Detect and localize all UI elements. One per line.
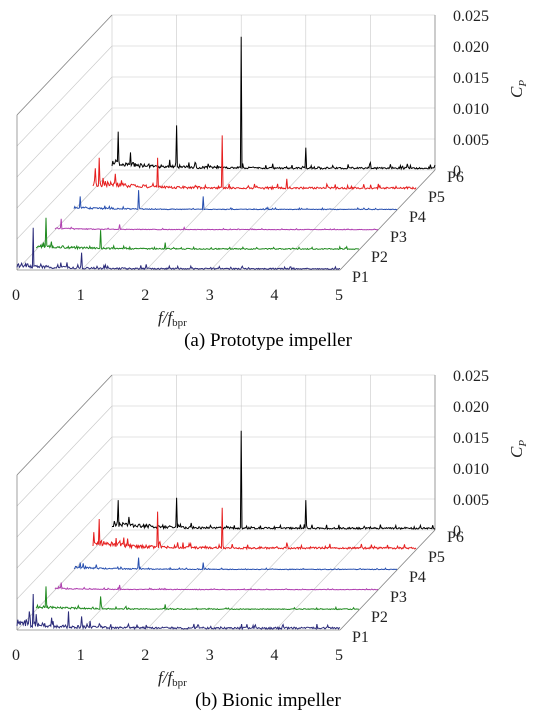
row-label-P5: P5 — [428, 189, 445, 206]
row-label-P4: P4 — [409, 569, 426, 586]
x-tick-label: 3 — [206, 647, 214, 664]
floor-gridline — [145, 529, 242, 631]
side-gridline — [16, 405, 113, 507]
side-gridline — [16, 138, 113, 240]
z-tick-label: 0.015 — [453, 70, 489, 87]
row-label-P6: P6 — [447, 529, 464, 546]
waterfall-chart-bionic: P6P5P4P3P2P100.0050.0100.0150.0200.025CP… — [12, 368, 529, 689]
x-tick-label: 0 — [12, 287, 20, 304]
floor-gridline — [81, 169, 177, 271]
x-tick-label: 1 — [77, 287, 85, 304]
x-tick-label: 2 — [141, 647, 149, 664]
x-tick-label: 1 — [77, 647, 85, 664]
axis-edge — [339, 529, 436, 631]
x-tick-label: 4 — [270, 647, 278, 664]
x-tick-label: 3 — [206, 287, 214, 304]
series-line-P6 — [112, 430, 436, 531]
series-line-P5 — [92, 507, 417, 551]
floor-gridline — [275, 529, 371, 631]
z-tick-label: 0 — [453, 523, 461, 540]
z-tick-label: 0.010 — [453, 101, 489, 118]
z-tick-label: 0.020 — [453, 399, 489, 416]
x-axis-label: f/fbpr — [158, 668, 187, 689]
z-tick-label: 0.020 — [453, 39, 489, 56]
row-label-P1: P1 — [352, 629, 369, 646]
caption-prototype: (a) Prototype impeller — [184, 330, 352, 351]
series-line-P1 — [16, 593, 341, 631]
floor-gridline — [16, 169, 113, 271]
axis-edge — [16, 14, 113, 116]
z-tick-label: 0.010 — [453, 461, 489, 478]
row-label-P3: P3 — [390, 229, 407, 246]
side-gridline — [16, 76, 113, 178]
z-axis-label: CP — [507, 80, 529, 98]
x-tick-label: 2 — [141, 287, 149, 304]
z-tick-label: 0.025 — [453, 8, 489, 25]
row-label-P3: P3 — [390, 589, 407, 606]
row-label-P2: P2 — [371, 609, 388, 626]
z-tick-label: 0.015 — [453, 430, 489, 447]
floor-gridline — [145, 169, 242, 271]
x-axis-label: f/fbpr — [158, 308, 187, 329]
series-line-P4 — [73, 190, 397, 211]
side-gridline — [16, 436, 113, 538]
z-axis-label: CP — [507, 440, 529, 458]
waterfall-chart-prototype: P6P5P4P3P2P100.0050.0100.0150.0200.025CP… — [12, 8, 529, 329]
series-line-P1 — [16, 227, 341, 271]
axis-edge — [339, 169, 436, 271]
row-label-P5: P5 — [428, 549, 445, 566]
series-line-P2 — [35, 217, 360, 251]
series-line-P4 — [73, 557, 398, 571]
row-label-P2: P2 — [371, 249, 388, 266]
row-label-P4: P4 — [409, 209, 426, 226]
series-line-P3 — [54, 218, 379, 231]
floor-gridline — [275, 169, 371, 271]
series-line-P5 — [92, 135, 417, 191]
side-gridline — [16, 45, 113, 147]
axis-edge — [16, 374, 113, 476]
z-tick-label: 0.025 — [453, 368, 489, 385]
series-line-P2 — [35, 586, 360, 611]
z-tick-label: 0.005 — [453, 132, 489, 149]
floor-gridline — [16, 529, 113, 631]
x-tick-label: 5 — [335, 287, 343, 304]
floor-gridline — [210, 529, 307, 631]
z-tick-label: 0.005 — [453, 492, 489, 509]
z-tick-label: 0 — [453, 163, 461, 180]
side-gridline — [16, 498, 113, 600]
floor-gridline — [210, 169, 307, 271]
panel-prototype: P6 P5 P4 P3 P2 P1 0 0.005 0.010 0.015 0.020 0.025 CP… — [12, 8, 529, 351]
caption-bionic: (b) Bionic impeller — [195, 690, 341, 711]
grid — [16, 14, 436, 271]
row-label-P6: P6 — [447, 169, 464, 186]
side-gridline — [16, 467, 113, 569]
grid — [16, 374, 436, 631]
side-gridline — [16, 107, 113, 209]
panel-bionic: P6 P5 P4 P3 P2 P1 0 0.005 0.010 0.015 0.020 0.025 CP… — [0, 360, 536, 720]
row-label-P1: P1 — [352, 269, 369, 286]
series-line-P3 — [54, 582, 379, 592]
series-line-P6 — [111, 36, 436, 171]
x-tick-label: 0 — [12, 647, 20, 664]
x-tick-label: 4 — [270, 287, 278, 304]
x-tick-label: 5 — [335, 647, 343, 664]
